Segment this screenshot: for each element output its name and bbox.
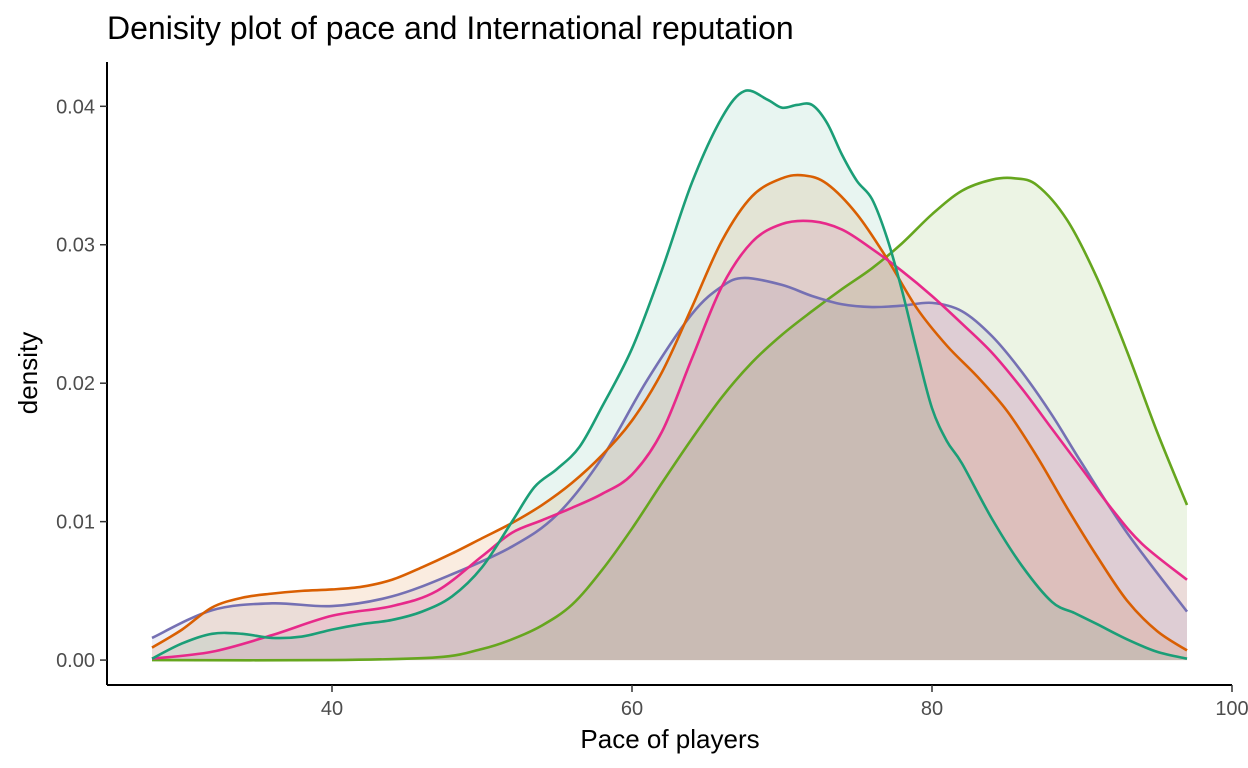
density-area-1: [152, 177, 1187, 661]
density-line-1: [151, 176, 1189, 662]
density-line-5: [151, 89, 1188, 660]
chart-title: Denisity plot of pace and International …: [107, 10, 794, 46]
y-tick-label: 0.04: [56, 96, 95, 118]
density-line-2: [151, 276, 1189, 640]
x-tick-label: 80: [921, 698, 943, 720]
x-tick-label: 40: [321, 698, 343, 720]
y-axis-ticks: 0.00 0.01 0.02 0.03 0.04: [56, 96, 107, 672]
density-area-5: [152, 90, 1187, 661]
y-tick-label: 0.01: [56, 512, 95, 534]
density-areas: [152, 90, 1187, 661]
y-axis-title: density: [13, 332, 43, 414]
density-area-2: [152, 277, 1187, 661]
density-area-4: [152, 220, 1187, 661]
density-line-3: [151, 173, 1188, 652]
x-tick-label: 60: [621, 698, 643, 720]
y-tick-label: 0.00: [56, 650, 95, 672]
density-line-4: [151, 219, 1188, 660]
x-axis-title: Pace of players: [580, 724, 759, 754]
density-lines: [151, 89, 1189, 662]
y-tick-label: 0.03: [56, 235, 95, 257]
y-tick-label: 0.02: [56, 373, 95, 395]
x-axis-ticks: 40 60 80 100: [321, 685, 1248, 720]
x-tick-label: 100: [1215, 698, 1248, 720]
